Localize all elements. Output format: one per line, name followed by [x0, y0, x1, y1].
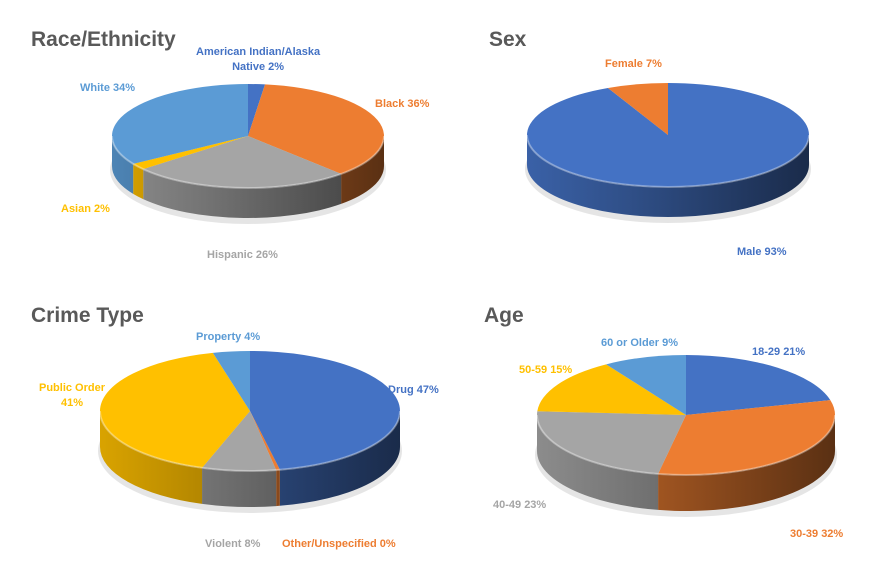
- pie-slice-side: [537, 415, 659, 510]
- pie-slice-public-order: [99, 352, 251, 468]
- pie-slice-40-49: [537, 411, 686, 474]
- crime-type-chart: Crime Type Property 4% Public Order 41% …: [0, 295, 440, 587]
- pie-slice-american-indian-alaska-native: [248, 84, 266, 136]
- pie-slice-side: [112, 136, 134, 194]
- pie-slice-asian: [133, 136, 248, 170]
- pie-slice-black: [248, 84, 385, 174]
- pie-slice-side: [100, 411, 203, 504]
- data-label-other: Other/Unspecified 0%: [282, 538, 396, 550]
- data-label-hispanic: Hispanic 26%: [207, 249, 278, 261]
- data-label-white: White 34%: [80, 82, 136, 94]
- pie-slice-side: [279, 411, 400, 506]
- data-label-female: Female 7%: [605, 58, 662, 70]
- pie-slice-side: [143, 169, 342, 218]
- pie-slice-18-29: [686, 355, 831, 415]
- pie-slice-50-59: [537, 364, 686, 415]
- data-label-violent: Violent 8%: [205, 538, 261, 550]
- pie-slice-other-unspecified: [250, 411, 280, 471]
- data-label-40-49: 40-49 23%: [493, 499, 547, 511]
- data-label-property: Property 4%: [196, 331, 261, 343]
- chart-title: Age: [484, 304, 524, 327]
- pie-slice-60-or-older: [606, 355, 686, 415]
- pie-slice-drug: [250, 351, 401, 470]
- data-label-asian: Asian 2%: [61, 203, 110, 215]
- pie-slice-white: [112, 84, 248, 164]
- sex-chart: Sex Female 7% Male 93%: [440, 0, 879, 290]
- pie-slice-side: [341, 136, 384, 204]
- chart-title: Sex: [489, 28, 527, 51]
- data-label-50-59: 50-59 15%: [519, 364, 573, 376]
- data-label-public-order: Public Order 41%: [39, 382, 106, 409]
- chart-title: Crime Type: [31, 304, 144, 327]
- age-chart: Age 60 or Older 9% 18-29 21% 50-59 15% 4…: [440, 295, 879, 587]
- pie-slice-side: [202, 467, 277, 507]
- data-label-drug: Drug 47%: [388, 384, 439, 396]
- pie-slice-property: [212, 351, 250, 411]
- data-label-male: Male 93%: [737, 246, 787, 258]
- pie-3d: [525, 83, 811, 223]
- data-label-aian: American Indian/Alaska Native 2%: [196, 46, 321, 73]
- race-ethnicity-chart: Race/Ethnicity American Indian/Alaska Na…: [0, 0, 440, 290]
- pie-slice-side: [133, 163, 144, 200]
- data-label-18-29: 18-29 21%: [752, 346, 806, 358]
- data-label-60-plus: 60 or Older 9%: [601, 337, 679, 349]
- pie-slice-30-39: [658, 400, 835, 475]
- chart-title: Race/Ethnicity: [31, 28, 176, 51]
- data-label-black: Black 36%: [375, 98, 430, 110]
- data-label-30-39: 30-39 32%: [790, 528, 844, 540]
- pie-3d: [535, 355, 837, 517]
- pie-3d: [110, 84, 386, 224]
- pie-slice-violent: [202, 411, 277, 471]
- pie-slice-side: [276, 469, 280, 507]
- pie-slice-hispanic: [143, 136, 342, 188]
- pie-slice-side: [658, 415, 835, 511]
- pie-slice-female: [607, 83, 668, 135]
- pie-slice-side: [527, 135, 809, 217]
- pie-3d: [98, 351, 402, 513]
